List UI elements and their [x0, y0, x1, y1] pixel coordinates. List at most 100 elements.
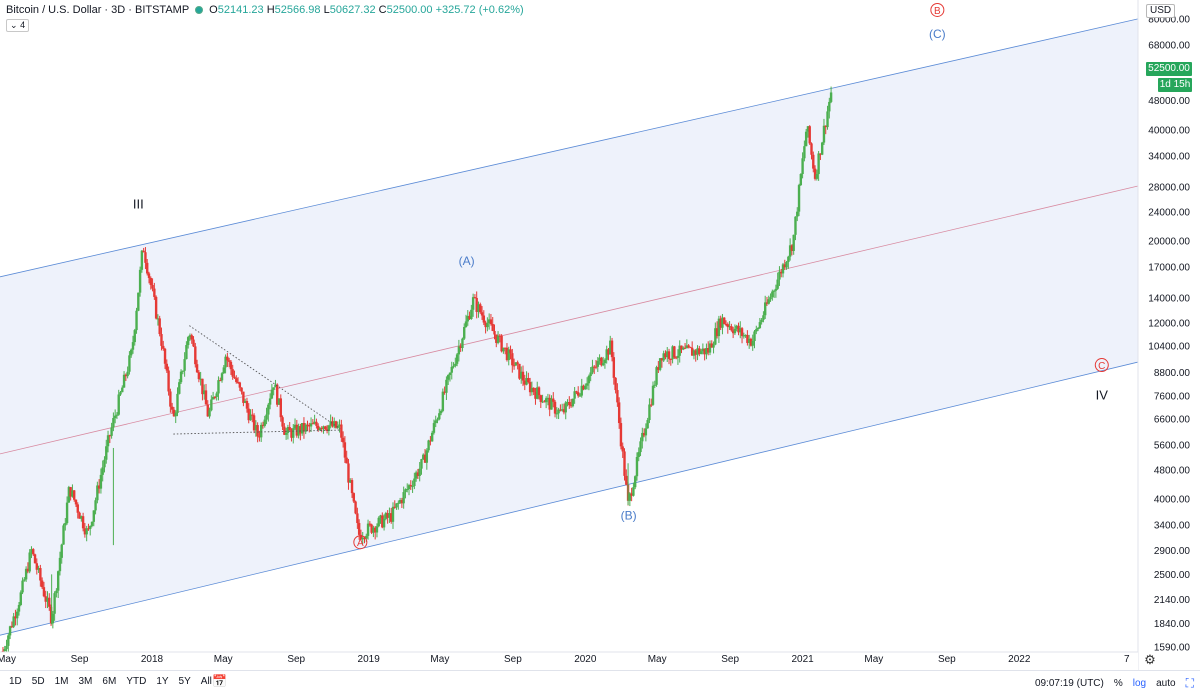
time-axis[interactable]: May Sep 2018 May Sep 2019 May Sep 2020 May Sep 2021… [0, 651, 1138, 670]
candle-body [333, 421, 336, 427]
candle-body [74, 499, 78, 505]
calendar-range-icon[interactable]: 📅 [212, 674, 227, 688]
candle-body [201, 378, 204, 395]
candle-body [406, 489, 409, 491]
candle-body [14, 616, 17, 619]
clock[interactable]: 09:07:19 (UTC) [1034, 678, 1104, 689]
wave-c-circle-label-circle [1094, 358, 1109, 373]
percent-toggle[interactable]: % [1113, 678, 1123, 689]
price-tick-label: 4800.00 [1154, 465, 1191, 476]
price-tick-label: 12000.00 [1148, 318, 1190, 329]
price-tick-label: 68000.00 [1148, 40, 1190, 51]
candle-body [115, 414, 119, 416]
price-tick-label: 40000.00 [1148, 125, 1190, 136]
candle-body [372, 527, 375, 533]
range-button-5y[interactable]: 5Y [178, 676, 191, 687]
candle-body [49, 606, 53, 624]
candle-body [69, 487, 72, 497]
time-tick-label: May [648, 654, 667, 665]
candle-body [135, 310, 138, 331]
fullscreen-icon[interactable]: ⛶ [1185, 676, 1194, 690]
gear-icon[interactable]: ⚙ [1144, 652, 1156, 667]
candle-body [772, 290, 776, 292]
candle-body [350, 480, 354, 494]
candle-body [290, 430, 293, 438]
candle-body [404, 489, 407, 493]
candle-body [21, 580, 24, 593]
price-chart[interactable]: 80000.0068000.0058000.0048000.0040000.00… [0, 0, 1200, 670]
candle-body [420, 459, 423, 469]
candle-body [427, 440, 430, 451]
range-button-ytd[interactable]: YTD [126, 676, 147, 687]
candle-body [267, 404, 270, 415]
candle-body [714, 328, 717, 345]
price-tick-label: 2140.00 [1154, 595, 1191, 606]
range-button-6m[interactable]: 6M [102, 676, 117, 687]
candle-body [51, 613, 55, 624]
candle-body [737, 325, 740, 333]
candle-body [19, 592, 22, 605]
candle-body [446, 375, 450, 380]
candle-body [35, 563, 39, 570]
candle-body [820, 142, 824, 155]
candle-body [370, 524, 373, 533]
channel-fill [0, 18, 1138, 636]
candle-body [76, 504, 79, 513]
candle-body [356, 513, 359, 524]
candle-body [288, 427, 291, 431]
candle-body [678, 345, 681, 356]
candle-body [593, 366, 596, 368]
candle-body [594, 366, 598, 368]
candle-body [749, 338, 753, 346]
candle-body [297, 426, 300, 436]
candle-body [418, 468, 421, 476]
candle-body [325, 429, 329, 431]
candle-body [580, 385, 583, 396]
auto-toggle[interactable]: auto [1156, 678, 1176, 689]
range-button-1m[interactable]: 1M [54, 676, 69, 687]
symbol-title[interactable]: Bitcoin / U.S. Dollar · 3D · BITSTAMP [6, 4, 190, 16]
candle-body [53, 593, 56, 614]
candle-body [781, 264, 785, 274]
candle-body [484, 322, 487, 328]
candle-body [796, 211, 799, 217]
candle-body [819, 153, 822, 155]
candle-body [701, 348, 705, 352]
candle-body [767, 299, 770, 304]
candle-body [699, 351, 703, 354]
price-axis[interactable]: 80000.0068000.0058000.0048000.0040000.00… [1137, 0, 1200, 670]
candle-body [345, 457, 348, 464]
candle-body [172, 409, 176, 417]
wave-b-low-label: (B) [621, 509, 637, 523]
currency-label[interactable]: USD [1146, 4, 1176, 18]
candle-body [129, 349, 133, 356]
chart-header: Bitcoin / U.S. Dollar · 3D · BITSTAMP O5… [6, 4, 524, 16]
candle-body [270, 389, 274, 399]
candle-body [37, 568, 40, 570]
range-button-5d[interactable]: 5D [31, 676, 45, 687]
indicators-toggle[interactable]: ⌄ 4 [6, 19, 30, 32]
candle-body [106, 435, 110, 447]
candle-body [28, 552, 31, 572]
candle-body [341, 437, 345, 443]
range-button-3m[interactable]: 3M [78, 676, 93, 687]
candle-body [251, 414, 254, 416]
candle-body [674, 357, 678, 359]
candle-body [338, 424, 341, 427]
time-tick-label: May [430, 654, 449, 665]
candle-body [23, 579, 26, 581]
candle-body [617, 402, 621, 424]
candle-body [530, 387, 534, 393]
range-button-1d[interactable]: 1D [9, 676, 22, 687]
candle-body [90, 521, 94, 526]
log-toggle[interactable]: log [1132, 678, 1147, 689]
range-button-all[interactable]: All [200, 676, 212, 687]
candle-body [192, 339, 195, 347]
candle-body [507, 349, 510, 361]
candle-body [32, 549, 35, 555]
candle-body [676, 355, 680, 358]
price-tick-label: 48000.00 [1148, 96, 1190, 107]
candle-body [217, 380, 220, 394]
range-button-1y[interactable]: 1Y [156, 676, 169, 687]
candle-body [520, 371, 523, 379]
